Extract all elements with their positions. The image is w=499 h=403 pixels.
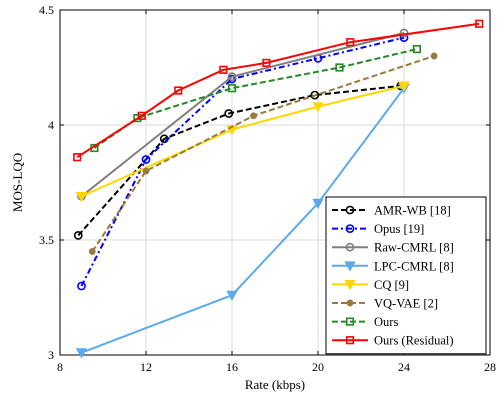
data-point [224, 109, 234, 118]
data-point [75, 191, 88, 203]
legend-swatch-marker [345, 224, 355, 233]
data-point [312, 198, 324, 210]
series-line [81, 87, 405, 354]
x-tick-label: 8 [57, 360, 63, 374]
data-point [73, 153, 82, 162]
data-point [312, 102, 324, 113]
data-point [475, 19, 484, 28]
legend-swatch-marker [345, 317, 355, 326]
x-tick-label: 20 [312, 360, 324, 374]
data-point [133, 114, 142, 123]
data-point [219, 65, 228, 74]
legend-entry: LPC-CMRL [8] [332, 259, 454, 273]
legend-label: Opus [19] [374, 222, 424, 236]
legend-box [325, 196, 487, 355]
data-point [262, 58, 271, 67]
x-tick-label: 12 [140, 360, 152, 374]
y-axis-ticks: 3 3.5 4 4.5 [39, 3, 490, 362]
legend-label: Ours [374, 315, 398, 329]
data-point [227, 72, 237, 82]
x-tick-label: 16 [226, 360, 238, 374]
data-point [227, 84, 237, 93]
data-series [73, 19, 484, 359]
data-point [226, 290, 238, 302]
series-line [80, 32, 405, 198]
legend-entry: Opus [19] [332, 222, 424, 236]
data-point [75, 348, 88, 359]
data-point [250, 112, 257, 120]
legend-swatch-marker [345, 336, 355, 345]
series-6 [90, 44, 422, 153]
data-point [398, 81, 410, 92]
y-tick-label: 3 [48, 348, 54, 362]
legend-label: Ours (Residual) [374, 334, 454, 348]
data-point [73, 230, 83, 240]
series-3 [75, 83, 410, 359]
y-tick-label: 3.5 [39, 233, 54, 247]
data-point [88, 248, 96, 255]
legend-entry: Ours (Residual) [332, 334, 454, 348]
legend-swatch-marker [346, 299, 354, 307]
legend-label: AMR-WB [18] [374, 204, 451, 218]
y-axis-label: MOS-LQO [10, 153, 25, 212]
x-tick-label: 24 [398, 360, 410, 374]
legend-swatch-marker [344, 261, 356, 272]
data-point [399, 28, 409, 38]
legend-entry: Ours [332, 315, 398, 329]
data-point [141, 155, 151, 164]
data-point [174, 86, 183, 95]
series-line [91, 55, 435, 253]
series-line [76, 22, 480, 159]
plot-area-frame [59, 9, 491, 356]
legend-swatch-marker [345, 205, 355, 215]
legend-entry: Raw-CMRL [8] [332, 241, 454, 255]
y-tick-label: 4.5 [39, 3, 54, 17]
legend-swatch-marker [344, 279, 356, 291]
y-tick-label: 4 [48, 118, 54, 132]
series-5 [88, 52, 438, 255]
data-point [412, 44, 422, 54]
series-7 [73, 19, 484, 162]
x-axis-ticks: 8 12 16 20 24 28 [57, 10, 496, 374]
legend-entry: CQ [9] [332, 278, 409, 292]
x-tick-label: 28 [484, 360, 496, 374]
data-point [142, 167, 150, 175]
series-2 [77, 28, 409, 201]
legend: AMR-WB [18] Opus [19] Raw-CMRL [8] LPC-CMRL… [325, 196, 487, 355]
data-point [346, 38, 355, 47]
data-point [310, 90, 320, 100]
legend-label: CQ [9] [374, 278, 409, 292]
data-point [430, 52, 438, 60]
legend-swatch-marker [345, 242, 355, 252]
data-point [77, 281, 86, 291]
legend-label: Raw-CMRL [8] [374, 241, 454, 255]
data-point [137, 111, 146, 120]
series-line [81, 84, 405, 198]
series-4 [75, 81, 410, 203]
data-point [335, 63, 344, 72]
legend-entry: AMR-WB [18] [332, 204, 451, 218]
legend-label: LPC-CMRL [8] [374, 259, 454, 273]
legend-label: VQ-VAE [2] [374, 297, 438, 311]
series-line [77, 84, 401, 237]
x-axis-label: Rate (kbps) [245, 377, 305, 392]
legend-entry: VQ-VAE [2] [332, 297, 438, 311]
